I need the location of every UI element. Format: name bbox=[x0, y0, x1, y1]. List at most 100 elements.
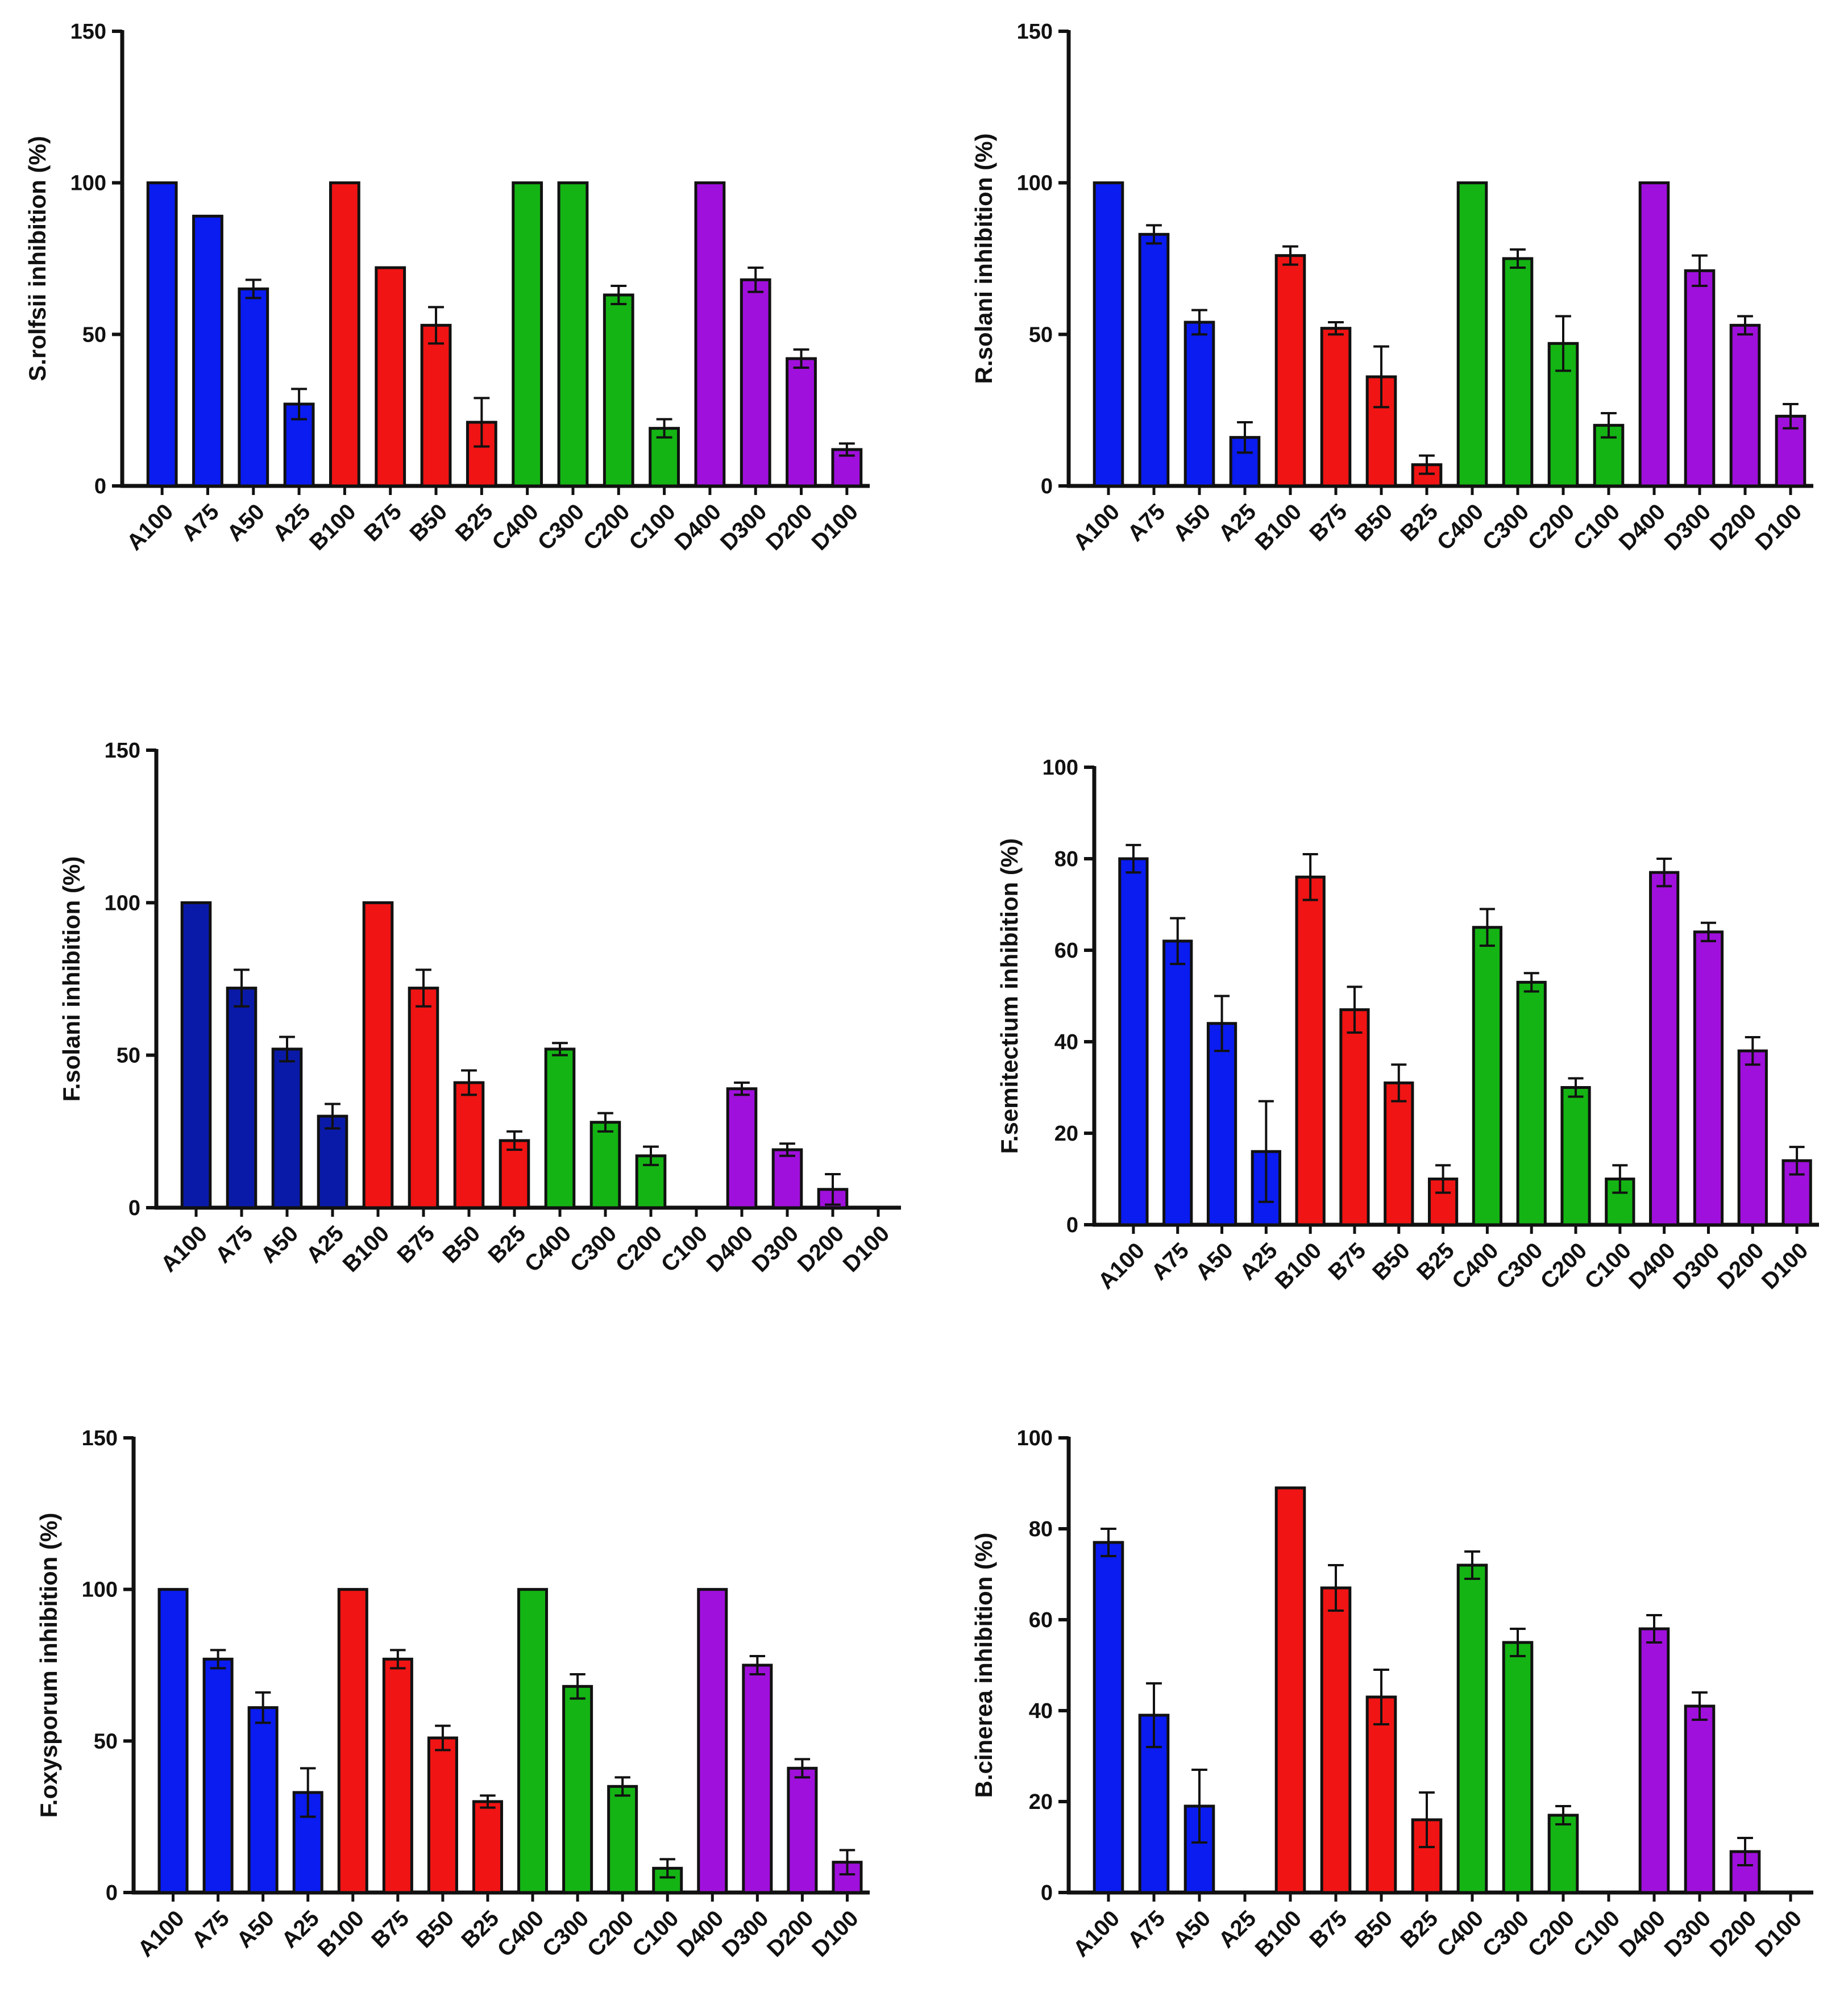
error-bar-d300 bbox=[747, 267, 764, 293]
x-tick-label-c300: C300 bbox=[1478, 499, 1534, 555]
error-bar-b25 bbox=[480, 1794, 496, 1809]
x-tick-label-b50: B50 bbox=[1350, 499, 1397, 546]
error-bar-a25 bbox=[291, 388, 308, 421]
bar-d400 bbox=[694, 181, 726, 488]
x-tick-label-a75: A75 bbox=[177, 499, 224, 546]
error-bar-a25 bbox=[1258, 1100, 1274, 1203]
bar-c300 bbox=[557, 181, 589, 488]
bar-d300 bbox=[1693, 930, 1724, 1226]
bar-a100 bbox=[180, 901, 212, 1209]
x-tick-label-a100: A100 bbox=[156, 1221, 213, 1277]
error-bar-d200 bbox=[794, 1758, 811, 1779]
y-tick-label: 100 bbox=[1017, 172, 1053, 196]
x-tick-label-d100: D100 bbox=[1757, 1238, 1813, 1294]
x-tick-label-b75: B75 bbox=[367, 1906, 414, 1953]
y-axis-title: S.rolfsii inhibition (%) bbox=[24, 136, 51, 381]
error-bar-d200 bbox=[793, 348, 809, 369]
error-bar-c100 bbox=[659, 1858, 675, 1879]
bar-c300 bbox=[562, 1685, 593, 1894]
error-bar-a50 bbox=[1214, 995, 1230, 1053]
y-tick-label: 0 bbox=[1041, 475, 1053, 498]
x-tick-label-d400: D400 bbox=[1624, 1238, 1680, 1294]
error-bar-c300 bbox=[1510, 248, 1526, 269]
error-bar-b25 bbox=[506, 1130, 522, 1151]
error-bar-b50 bbox=[1373, 345, 1389, 409]
bar-c400 bbox=[1456, 1563, 1488, 1894]
x-tick-label-d200: D200 bbox=[761, 499, 817, 555]
x-tick-label-c200: C200 bbox=[1523, 1906, 1580, 1962]
bar-a100 bbox=[146, 181, 178, 488]
bar-d400 bbox=[1649, 871, 1680, 1226]
error-bar-d100 bbox=[1783, 403, 1799, 430]
x-tick-label-c100: C100 bbox=[1569, 1906, 1625, 1962]
bar-b75 bbox=[375, 266, 406, 488]
error-bar-c200 bbox=[1555, 315, 1571, 372]
bar-c400 bbox=[544, 1047, 576, 1209]
error-bar-a25 bbox=[325, 1103, 340, 1130]
panel-f-semitectium: 0 20 40 60 80 100 F.semitectium inhibition (%)… bbox=[996, 756, 1819, 1294]
bar-a50 bbox=[247, 1706, 279, 1894]
x-tick-label-d300: D300 bbox=[717, 1906, 774, 1962]
error-bar-a75 bbox=[1170, 917, 1186, 966]
bar-b75 bbox=[1320, 327, 1352, 488]
x-tick-label-c100: C100 bbox=[1580, 1238, 1636, 1294]
x-tick-label-d300: D300 bbox=[1660, 499, 1716, 555]
error-bar-d300 bbox=[1692, 1691, 1708, 1721]
bar-a100 bbox=[157, 1588, 189, 1894]
x-tick-label-a100: A100 bbox=[133, 1906, 189, 1962]
error-bar-c200 bbox=[614, 1776, 630, 1797]
y-tick-label: 80 bbox=[1054, 847, 1078, 871]
x-tick-label-b75: B75 bbox=[392, 1221, 439, 1268]
x-tick-label-b75: B75 bbox=[359, 499, 406, 546]
bar-a75 bbox=[1162, 939, 1193, 1226]
x-tick-label-c400: C400 bbox=[1432, 499, 1489, 555]
x-tick-label-c100: C100 bbox=[624, 499, 680, 555]
bar-c400 bbox=[1472, 926, 1503, 1226]
bar-b75 bbox=[1320, 1586, 1352, 1894]
error-bar-a100 bbox=[1126, 843, 1141, 874]
error-bar-b75 bbox=[416, 968, 431, 1008]
y-axis-title: B.cinerea inhibition (%) bbox=[970, 1533, 997, 1798]
bar-c400 bbox=[512, 181, 543, 488]
error-bar-b50 bbox=[1373, 1669, 1389, 1725]
x-tick-label-c100: C100 bbox=[628, 1906, 684, 1962]
bar-a25 bbox=[292, 1791, 323, 1894]
y-tick-label: 60 bbox=[1054, 939, 1078, 963]
x-tick-label-a50: A50 bbox=[222, 499, 269, 546]
error-bar-b100 bbox=[1282, 245, 1298, 266]
x-tick-label-c200: C200 bbox=[579, 499, 635, 555]
x-tick-label-a50: A50 bbox=[1168, 499, 1215, 546]
error-bar-b25 bbox=[1419, 1791, 1435, 1848]
error-bar-d100 bbox=[838, 442, 855, 457]
bar-a50 bbox=[1206, 1022, 1237, 1226]
x-tick-label-d300: D300 bbox=[747, 1221, 804, 1277]
error-bar-c300 bbox=[1510, 1628, 1526, 1657]
error-bar-b100 bbox=[1302, 852, 1318, 901]
bar-a75 bbox=[202, 1657, 234, 1894]
x-tick-label-a100: A100 bbox=[1094, 1238, 1150, 1294]
y-tick-label: 100 bbox=[1043, 756, 1078, 780]
y-tick-label: 50 bbox=[94, 1729, 118, 1753]
bar-b75 bbox=[408, 987, 439, 1209]
x-tick-label-b100: B100 bbox=[305, 499, 361, 555]
x-tick-label-b50: B50 bbox=[438, 1221, 485, 1268]
bar-b100 bbox=[1274, 254, 1306, 488]
error-bar-a50 bbox=[279, 1035, 295, 1063]
x-tick-label-a75: A75 bbox=[210, 1221, 258, 1268]
bar-d300 bbox=[1684, 269, 1716, 488]
error-bar-d200 bbox=[825, 1172, 841, 1206]
error-bar-a25 bbox=[300, 1767, 316, 1818]
x-tick-label-c300: C300 bbox=[566, 1221, 622, 1277]
error-bar-b25 bbox=[1419, 454, 1435, 475]
x-tick-label-b75: B75 bbox=[1305, 1906, 1352, 1953]
panel-s-rolfsii: 0 50 100 150 S.rolfsii inhibition (%) A100A75… bbox=[24, 20, 870, 555]
bar-b100 bbox=[1274, 1486, 1306, 1894]
error-bar-a100 bbox=[1101, 1528, 1116, 1557]
error-bar-c100 bbox=[1601, 412, 1617, 439]
bar-b50 bbox=[1365, 1695, 1397, 1894]
x-tick-label-d200: D200 bbox=[762, 1906, 819, 1962]
error-bar-b25 bbox=[474, 397, 490, 448]
x-tick-label-d100: D100 bbox=[838, 1221, 895, 1277]
bar-a100 bbox=[1093, 181, 1124, 488]
bar-d300 bbox=[742, 1663, 773, 1894]
